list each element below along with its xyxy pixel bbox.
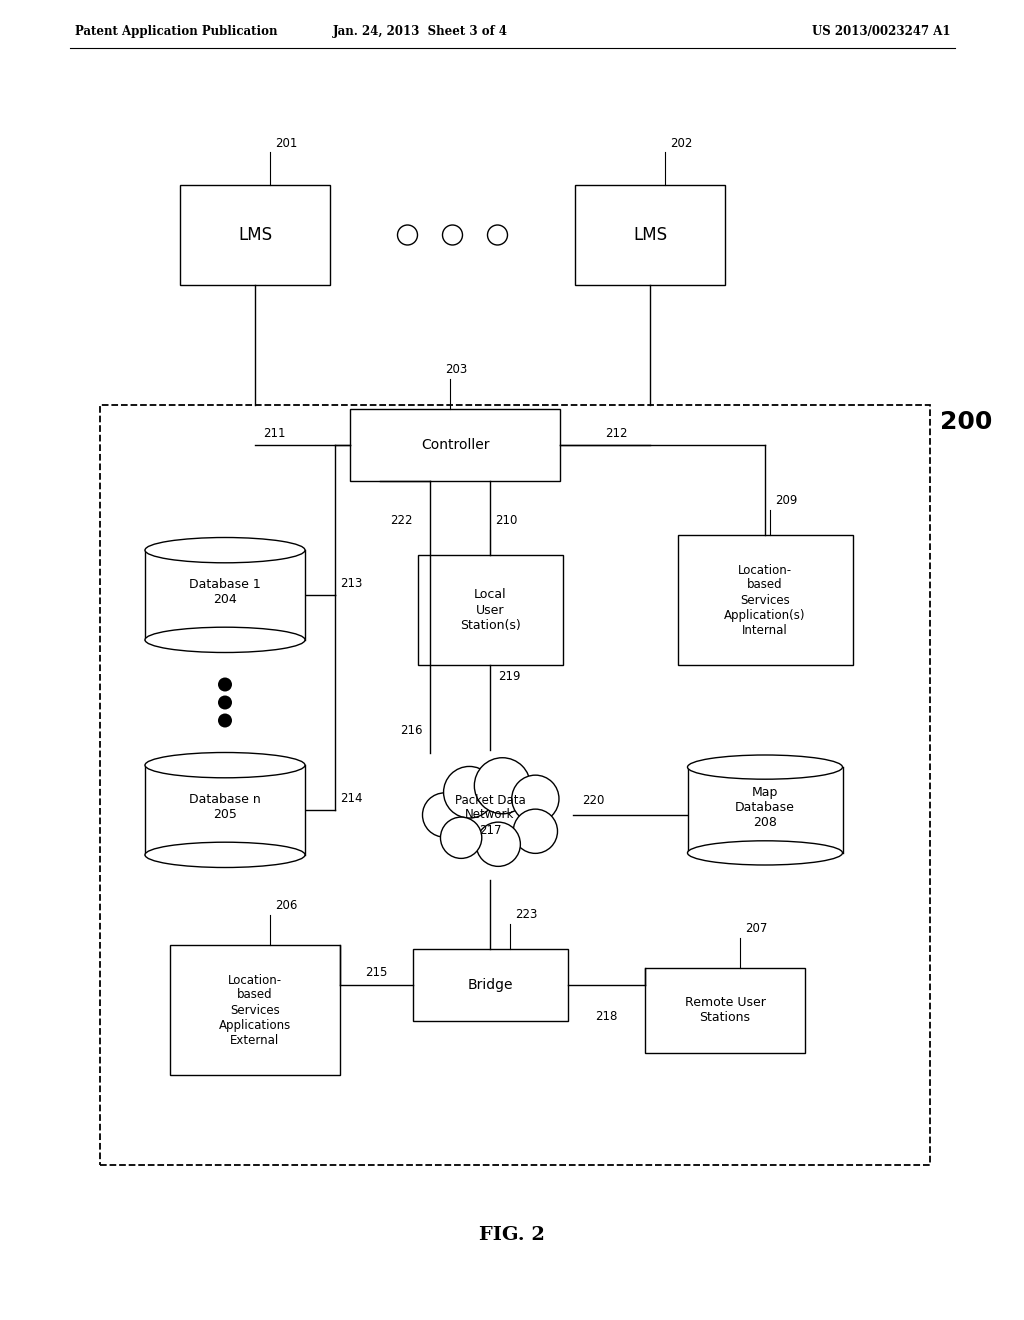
Circle shape bbox=[443, 767, 496, 818]
Circle shape bbox=[487, 224, 508, 246]
Text: 216: 216 bbox=[400, 723, 423, 737]
FancyBboxPatch shape bbox=[350, 409, 560, 480]
Ellipse shape bbox=[145, 752, 305, 777]
FancyBboxPatch shape bbox=[413, 949, 567, 1020]
Circle shape bbox=[476, 822, 520, 866]
FancyBboxPatch shape bbox=[418, 554, 562, 665]
Text: 214: 214 bbox=[340, 792, 362, 805]
Text: Bridge: Bridge bbox=[467, 978, 513, 993]
Text: 201: 201 bbox=[275, 137, 297, 150]
Text: 200: 200 bbox=[940, 411, 992, 434]
Text: Database 1
204: Database 1 204 bbox=[189, 578, 261, 606]
Text: Location-
based
Services
Applications
External: Location- based Services Applications Ex… bbox=[219, 974, 291, 1047]
Circle shape bbox=[513, 809, 557, 853]
FancyBboxPatch shape bbox=[100, 405, 930, 1166]
Text: Controller: Controller bbox=[421, 438, 489, 451]
Text: Jan. 24, 2013  Sheet 3 of 4: Jan. 24, 2013 Sheet 3 of 4 bbox=[333, 25, 508, 38]
Text: Database n
205: Database n 205 bbox=[189, 793, 261, 821]
Text: 218: 218 bbox=[595, 1010, 617, 1023]
Circle shape bbox=[218, 696, 232, 710]
Text: Remote User
Stations: Remote User Stations bbox=[685, 997, 765, 1024]
FancyBboxPatch shape bbox=[575, 185, 725, 285]
Text: 202: 202 bbox=[670, 137, 692, 150]
Text: Patent Application Publication: Patent Application Publication bbox=[75, 25, 278, 38]
Ellipse shape bbox=[145, 627, 305, 652]
Text: 219: 219 bbox=[498, 671, 520, 682]
FancyBboxPatch shape bbox=[170, 945, 340, 1074]
Circle shape bbox=[442, 224, 463, 246]
Circle shape bbox=[423, 793, 467, 837]
Text: Location-
based
Services
Application(s)
Internal: Location- based Services Application(s) … bbox=[724, 564, 806, 636]
Text: 203: 203 bbox=[445, 363, 467, 376]
Text: US 2013/0023247 A1: US 2013/0023247 A1 bbox=[811, 25, 950, 38]
Text: 215: 215 bbox=[366, 966, 387, 979]
FancyBboxPatch shape bbox=[180, 185, 330, 285]
Bar bbox=[145, 766, 305, 855]
Text: 223: 223 bbox=[515, 908, 538, 921]
Text: 213: 213 bbox=[340, 577, 362, 590]
Text: LMS: LMS bbox=[633, 226, 667, 244]
Circle shape bbox=[474, 758, 530, 813]
Text: 220: 220 bbox=[583, 795, 605, 807]
Text: 207: 207 bbox=[745, 921, 767, 935]
Text: Local
User
Station(s): Local User Station(s) bbox=[460, 589, 520, 631]
Text: 206: 206 bbox=[275, 899, 297, 912]
Text: LMS: LMS bbox=[238, 226, 272, 244]
Ellipse shape bbox=[145, 537, 305, 562]
Ellipse shape bbox=[145, 842, 305, 867]
Circle shape bbox=[512, 775, 559, 822]
Text: 209: 209 bbox=[775, 494, 798, 507]
Text: 210: 210 bbox=[495, 513, 517, 527]
Bar bbox=[687, 767, 843, 853]
Text: 211: 211 bbox=[263, 426, 286, 440]
Circle shape bbox=[440, 817, 481, 858]
Text: FIG. 2: FIG. 2 bbox=[479, 1226, 545, 1243]
Circle shape bbox=[218, 677, 232, 692]
Text: 212: 212 bbox=[605, 426, 628, 440]
Text: Map
Database
208: Map Database 208 bbox=[735, 787, 795, 829]
FancyBboxPatch shape bbox=[678, 535, 853, 665]
Text: Packet Data
Network
217: Packet Data Network 217 bbox=[455, 793, 525, 837]
Circle shape bbox=[397, 224, 418, 246]
FancyBboxPatch shape bbox=[645, 968, 805, 1052]
Text: 222: 222 bbox=[390, 513, 413, 527]
Ellipse shape bbox=[687, 755, 843, 779]
Circle shape bbox=[218, 714, 232, 727]
Bar bbox=[145, 550, 305, 640]
Ellipse shape bbox=[687, 841, 843, 865]
